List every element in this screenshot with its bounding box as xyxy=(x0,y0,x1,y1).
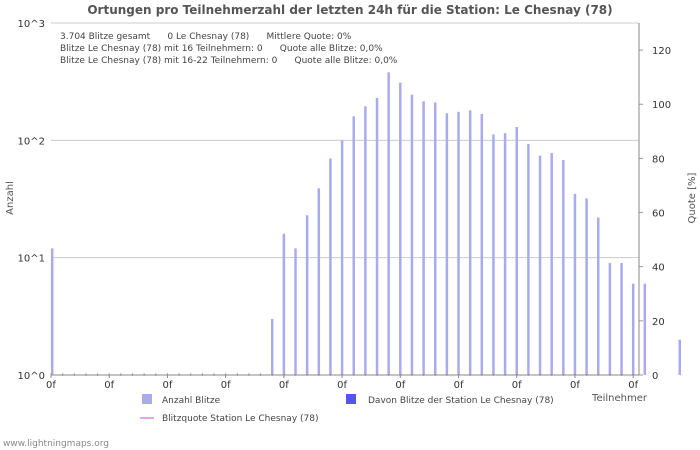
legend-label-davon-blitze: Davon Blitze der Station Le Chesnay (78) xyxy=(368,396,554,406)
info-line-1: 3.704 Blitze gesamt 0 Le Chesnay (78) Mi… xyxy=(60,32,352,42)
legend-label-anzahl-blitze: Anzahl Blitze xyxy=(162,396,221,406)
x-tick-label: 0f xyxy=(104,380,114,391)
bar xyxy=(364,106,367,375)
bar xyxy=(562,159,565,375)
bar xyxy=(294,248,297,375)
x-tick-label: 0f xyxy=(570,380,580,391)
bar xyxy=(422,101,425,376)
bar xyxy=(620,263,623,375)
chart-title: Ortungen pro Teilnehmerzahl der letzten … xyxy=(87,3,612,17)
bar xyxy=(340,140,344,375)
bar xyxy=(678,339,682,375)
y-tick-label: 10^1 xyxy=(18,254,45,265)
bar xyxy=(387,72,390,375)
bar xyxy=(468,110,472,376)
bar xyxy=(282,233,286,375)
axes: 10^0 10^1 10^2 10^3 0 20 40 60 80 100 120 0f 0f 0f 0f 0… xyxy=(18,19,672,391)
x-tick-label: 0f xyxy=(162,380,172,391)
bar xyxy=(585,198,588,375)
footer-url: www.lightningmaps.org xyxy=(3,439,109,449)
bar xyxy=(515,126,518,375)
info-line-2: Blitze Le Chesnay (78) mit 16 Teilnehmer… xyxy=(60,44,383,54)
bar xyxy=(445,113,449,375)
legend: Anzahl Blitze Davon Blitze der Station L… xyxy=(140,394,554,424)
bar xyxy=(608,263,612,375)
x-tick-label: 0f xyxy=(454,380,464,391)
bar xyxy=(352,116,355,376)
bar xyxy=(596,217,600,375)
bar xyxy=(492,134,495,375)
bar xyxy=(527,144,530,375)
y-axis-label: Anzahl xyxy=(5,181,16,215)
y-tick-label: 10^2 xyxy=(18,136,45,147)
y2-tick-label: 80 xyxy=(652,154,665,165)
bar xyxy=(631,283,635,375)
legend-swatch-davon-blitze xyxy=(346,394,356,404)
bar xyxy=(643,283,647,375)
bar xyxy=(375,97,379,376)
y-tick-label: 10^3 xyxy=(18,19,45,30)
bar xyxy=(457,111,460,376)
legend-label-blitzquote: Blitzquote Station Le Chesnay (78) xyxy=(162,414,319,424)
bar xyxy=(305,215,309,375)
bar xyxy=(410,94,414,376)
x-tick-label: 0f xyxy=(221,380,231,391)
legend-swatch-anzahl-blitze xyxy=(142,394,152,404)
bars xyxy=(50,72,682,376)
bar xyxy=(538,155,542,375)
bar xyxy=(317,188,321,375)
bar xyxy=(399,82,402,375)
y2-tick-label: 40 xyxy=(652,263,665,274)
info-line-3: Blitze Le Chesnay (78) mit 16-22 Teilneh… xyxy=(60,56,398,66)
bar xyxy=(270,319,274,375)
bar xyxy=(433,102,437,375)
y2-tick-label: 100 xyxy=(652,100,671,111)
y2-tick-label: 20 xyxy=(652,317,665,328)
x-axis-label: Teilnehmer xyxy=(591,393,648,404)
x-tick-label: 0f xyxy=(395,380,405,391)
y2-tick-label: 60 xyxy=(652,209,665,220)
y-tick-label: 10^0 xyxy=(18,371,45,382)
x-tick-label: 0f xyxy=(512,380,522,391)
x-tick-label: 0f xyxy=(46,380,56,391)
bar xyxy=(50,248,54,375)
x-tick-label: 0f xyxy=(279,380,289,391)
y2-axis-label: Quote [%] xyxy=(687,172,698,223)
bar xyxy=(480,113,484,376)
x-tick-label: 0f xyxy=(337,380,347,391)
bar xyxy=(329,158,332,375)
bar xyxy=(503,133,507,375)
y2-tick-label: 0 xyxy=(652,371,658,382)
bar xyxy=(573,193,577,375)
x-tick-label: 0f xyxy=(628,380,638,391)
y2-tick-label: 120 xyxy=(652,46,671,57)
bar xyxy=(550,152,553,375)
